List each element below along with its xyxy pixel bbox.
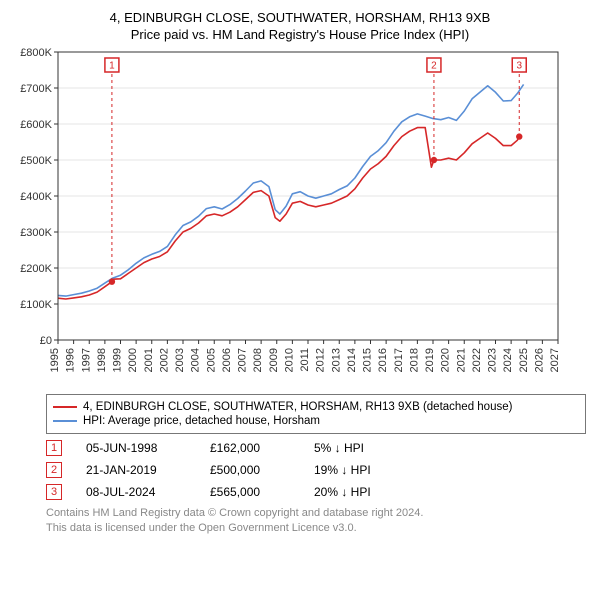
x-axis-label: 2017: [393, 348, 405, 372]
transactions-list: 1 05-JUN-1998 £162,000 5% ↓ HPI 2 21-JAN-2019…: [46, 440, 586, 500]
legend: 4, EDINBURGH CLOSE, SOUTHWATER, HORSHAM,…: [46, 394, 586, 434]
x-axis-label: 2020: [440, 348, 452, 372]
y-axis-label: £300K: [20, 227, 52, 239]
price-chart: £0 £100K £200K £300K £400K £500K £600K £700K £80…: [8, 48, 568, 388]
transaction-badge: 1: [105, 58, 119, 72]
transaction-date: 05-JUN-1998: [86, 441, 186, 455]
x-axis-label: 2014: [346, 348, 358, 372]
legend-item: HPI: Average price, detached house, Hors…: [53, 415, 579, 427]
x-axis-label: 2001: [143, 348, 155, 372]
y-axis-label: £800K: [20, 48, 52, 59]
x-axis-label: 1998: [96, 348, 108, 372]
transaction-dot: [431, 157, 437, 163]
x-axis-label: 2002: [158, 348, 170, 372]
legend-label: 4, EDINBURGH CLOSE, SOUTHWATER, HORSHAM,…: [83, 401, 512, 413]
transaction-price: £162,000: [210, 441, 290, 455]
transaction-row-badge: 3: [46, 484, 62, 500]
attribution: Contains HM Land Registry data © Crown c…: [46, 506, 586, 536]
x-axis-label: 2008: [252, 348, 264, 372]
x-axis-label: 2007: [237, 348, 249, 372]
legend-item: 4, EDINBURGH CLOSE, SOUTHWATER, HORSHAM,…: [53, 401, 579, 413]
title-block: 4, EDINBURGH CLOSE, SOUTHWATER, HORSHAM,…: [8, 10, 592, 42]
transaction-row-badge: 2: [46, 462, 62, 478]
page-subtitle: Price paid vs. HM Land Registry's House …: [8, 27, 592, 42]
attribution-line2: This data is licensed under the Open Gov…: [46, 521, 586, 536]
x-axis-label: 2003: [174, 348, 186, 372]
x-axis-label: 2013: [330, 348, 342, 372]
x-axis-label: 2022: [471, 348, 483, 372]
transaction-date: 08-JUL-2024: [86, 485, 186, 499]
legend-swatch: [53, 420, 77, 422]
legend-swatch: [53, 406, 77, 408]
transaction-row-badge: 1: [46, 440, 62, 456]
chart-container: £0 £100K £200K £300K £400K £500K £600K £700K £80…: [8, 48, 592, 388]
x-axis-label: 1996: [65, 348, 77, 372]
x-axis-label: 2012: [315, 348, 327, 372]
transaction-dot: [516, 133, 522, 139]
transaction-dot: [109, 278, 115, 284]
x-axis-label: 2018: [408, 348, 420, 372]
x-axis-label: 2011: [299, 348, 311, 372]
svg-text:2: 2: [431, 61, 437, 72]
x-axis-label: 1997: [80, 348, 92, 372]
transaction-delta: 20% ↓ HPI: [314, 485, 371, 499]
svg-text:1: 1: [109, 61, 115, 72]
x-axis-label: 2019: [424, 348, 436, 372]
x-axis-label: 2025: [518, 348, 530, 372]
transaction-row: 3 08-JUL-2024 £565,000 20% ↓ HPI: [46, 484, 586, 500]
transaction-date: 21-JAN-2019: [86, 463, 186, 477]
x-axis-label: 1995: [49, 348, 61, 372]
y-axis-label: £700K: [20, 83, 52, 95]
x-axis-label: 1999: [112, 348, 124, 372]
x-axis-label: 2010: [283, 348, 295, 372]
transaction-price: £500,000: [210, 463, 290, 477]
x-axis-label: 2024: [502, 348, 514, 372]
x-axis-label: 2006: [221, 348, 233, 372]
x-axis-label: 2005: [205, 348, 217, 372]
transaction-delta: 5% ↓ HPI: [314, 441, 364, 455]
y-axis-label: £100K: [20, 299, 52, 311]
x-axis-label: 2004: [190, 348, 202, 372]
transaction-price: £565,000: [210, 485, 290, 499]
y-axis-label: £500K: [20, 155, 52, 167]
y-axis-label: £200K: [20, 263, 52, 275]
legend-label: HPI: Average price, detached house, Hors…: [83, 415, 320, 427]
y-axis-label: £600K: [20, 119, 52, 131]
transaction-row: 2 21-JAN-2019 £500,000 19% ↓ HPI: [46, 462, 586, 478]
transaction-row: 1 05-JUN-1998 £162,000 5% ↓ HPI: [46, 440, 586, 456]
svg-text:3: 3: [516, 61, 522, 72]
attribution-line1: Contains HM Land Registry data © Crown c…: [46, 506, 586, 521]
x-axis-label: 2015: [362, 348, 374, 372]
y-axis-label: £400K: [20, 191, 52, 203]
x-axis-label: 2016: [377, 348, 389, 372]
x-axis-label: 2000: [127, 348, 139, 372]
transaction-badge: 3: [512, 58, 526, 72]
transaction-delta: 19% ↓ HPI: [314, 463, 371, 477]
x-axis-label: 2026: [533, 348, 545, 372]
x-axis-label: 2009: [268, 348, 280, 372]
x-axis-label: 2021: [455, 348, 467, 372]
x-axis-label: 2027: [549, 348, 561, 372]
page-title: 4, EDINBURGH CLOSE, SOUTHWATER, HORSHAM,…: [8, 10, 592, 25]
y-axis-label: £0: [40, 335, 52, 347]
transaction-badge: 2: [427, 58, 441, 72]
x-axis-label: 2023: [487, 348, 499, 372]
